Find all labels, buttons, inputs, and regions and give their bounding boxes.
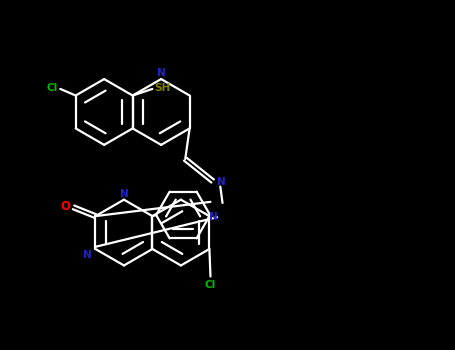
Text: N: N [83, 250, 92, 260]
Text: N: N [120, 189, 128, 198]
Text: Cl: Cl [47, 83, 58, 93]
Text: Cl: Cl [205, 280, 216, 290]
Text: O: O [60, 200, 70, 213]
Text: SH: SH [155, 83, 171, 93]
Text: N: N [209, 212, 218, 222]
Text: N: N [217, 177, 226, 187]
Text: N: N [157, 68, 166, 78]
